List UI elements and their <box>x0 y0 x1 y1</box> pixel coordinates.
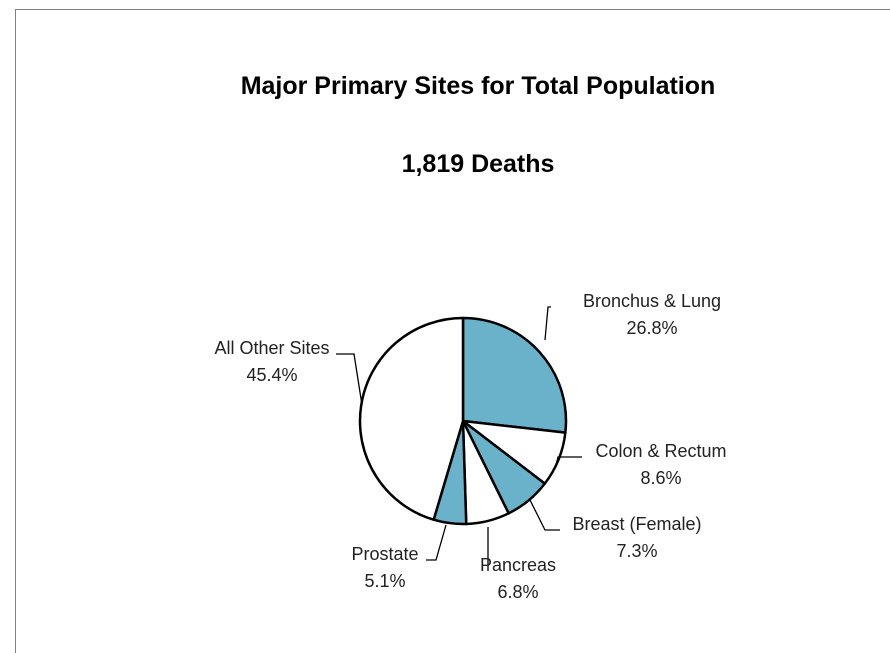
leader-line-colon-rectum <box>555 456 582 466</box>
slice-label-breast-female: Breast (Female) <box>572 514 701 534</box>
pie-slice-bronchus-lung <box>461 316 568 434</box>
slice-label-prostate: Prostate <box>351 544 418 564</box>
slice-label-bronchus-lung: Bronchus & Lung <box>583 291 721 311</box>
slice-percent-pancreas: 6.8% <box>497 582 538 602</box>
slice-percent-all-other-sites: 45.4% <box>246 365 297 385</box>
chart-title: Major Primary Sites for Total Population <box>241 72 716 100</box>
chart-subtitle: 1,819 Deaths <box>402 150 555 178</box>
slice-percent-bronchus-lung: 26.8% <box>626 318 677 338</box>
slice-percent-colon-rectum: 8.6% <box>640 468 681 488</box>
slice-label-all-other-sites: All Other Sites <box>214 338 329 358</box>
chart-area <box>15 9 890 653</box>
leader-line-prostate <box>426 524 447 561</box>
leader-line-all-other-sites <box>336 353 363 406</box>
leader-line-breast-female <box>529 499 560 531</box>
slice-label-pancreas: Pancreas <box>480 555 556 575</box>
leader-line-bronchus-lung <box>544 306 551 341</box>
pie-slice-all-other-sites <box>358 316 465 521</box>
slice-label-colon-rectum: Colon & Rectum <box>595 441 726 461</box>
slice-percent-prostate: 5.1% <box>364 571 405 591</box>
slice-percent-breast-female: 7.3% <box>616 541 657 561</box>
